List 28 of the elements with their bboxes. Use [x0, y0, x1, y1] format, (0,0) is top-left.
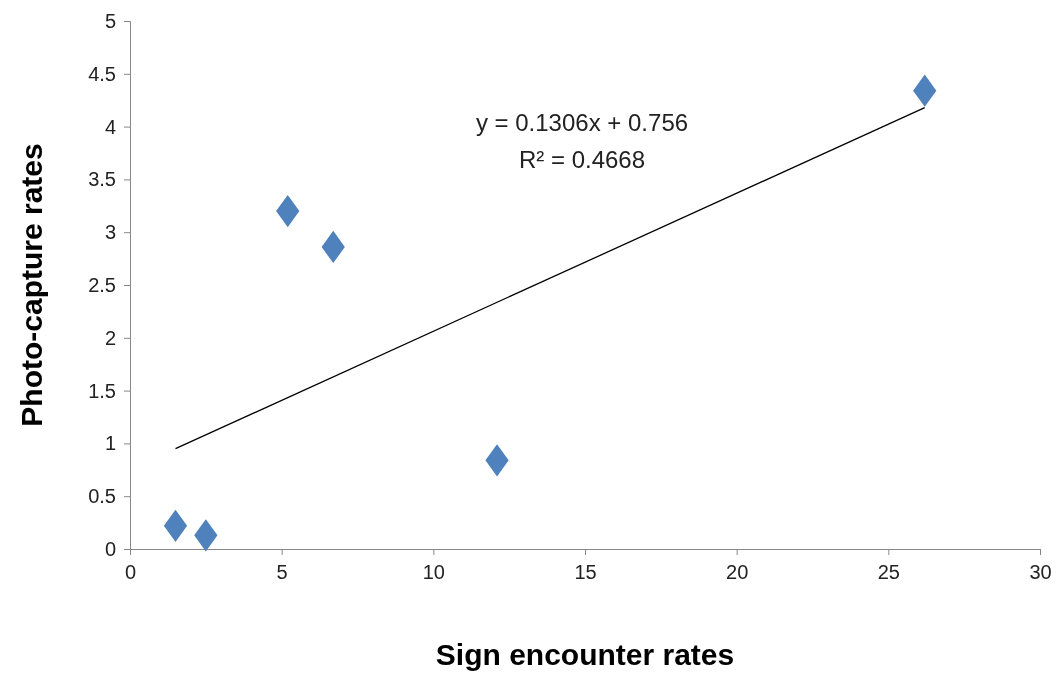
x-tick-label: 5 — [276, 561, 288, 584]
annotation: R² = 0.4668 — [518, 146, 646, 173]
y-tick-label: 0.5 — [88, 485, 116, 508]
annotation: y = 0.1306x + 0.756 — [475, 109, 689, 136]
x-tick-label: 15 — [574, 561, 597, 584]
x-tick-label: 0 — [124, 561, 137, 584]
point — [194, 519, 218, 552]
y-tick-label: 3 — [104, 221, 116, 244]
point — [485, 444, 509, 477]
y-tick-label: 1 — [104, 432, 116, 455]
point — [276, 194, 300, 228]
y-tick-label: 2.5 — [88, 273, 116, 296]
y-tick-label: 1.5 — [88, 379, 116, 402]
point — [321, 230, 345, 264]
x-tick-label: 30 — [1029, 561, 1052, 584]
y-axis-title: Photo-capture rates — [15, 143, 48, 427]
y-tick-label: 0 — [104, 537, 116, 560]
point — [163, 509, 188, 542]
y-tick-label: 2 — [104, 326, 116, 349]
point — [913, 74, 937, 107]
y-tick-label: 3.5 — [88, 168, 116, 191]
y-tick-label: 4 — [104, 115, 116, 138]
x-axis-title: Sign encounter rates — [435, 638, 735, 671]
x-tick-label: 25 — [877, 561, 900, 584]
y-tick-label: 4.5 — [88, 62, 116, 85]
y-tick-label: 5 — [104, 9, 116, 32]
x-tick-label: 10 — [422, 561, 445, 584]
x-tick-label: 20 — [726, 561, 749, 584]
